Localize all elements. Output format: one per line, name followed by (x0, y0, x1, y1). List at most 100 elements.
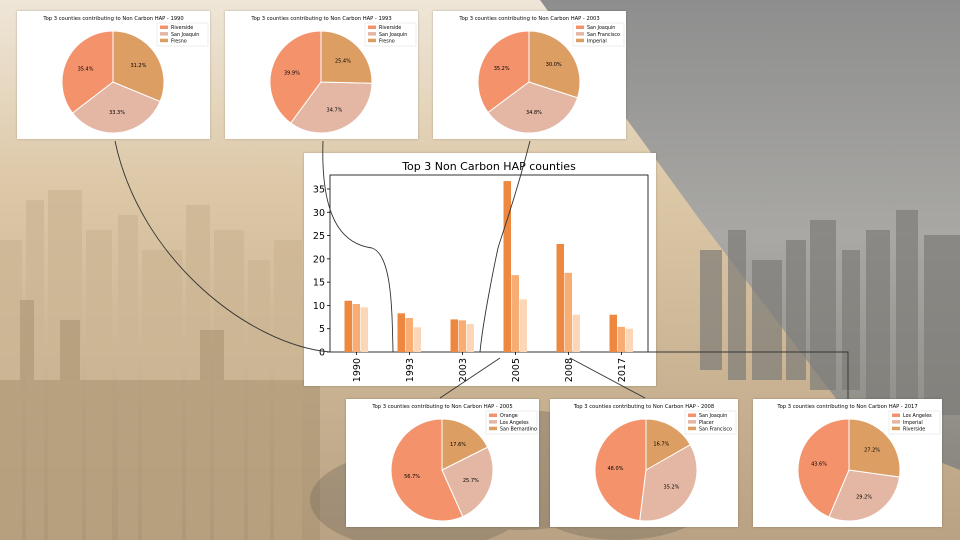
legend-swatch (688, 426, 696, 431)
pie-slice-2005-1 (390, 418, 464, 522)
pie-chart-2005: Top 3 counties contributing to Non Carbo… (371, 404, 538, 522)
pie-legend-box (364, 22, 417, 47)
legend-swatch (489, 413, 497, 417)
legend-swatch (576, 32, 584, 36)
legend-label: San Joaquin (699, 413, 727, 419)
legend-label: San Francisco (699, 426, 732, 432)
pie-value-label: 29.2% (856, 494, 872, 500)
pie-value-label: 27.2% (864, 448, 880, 454)
bar-chart: Top 3 Non Carbon HAP counties 0 5 10 15 20 25 3… (313, 160, 649, 382)
pie-slice-2008-3 (645, 418, 691, 471)
pie-chart-2008: Top 3 counties contributing to Non Carbo… (573, 404, 737, 522)
legend-swatch (489, 420, 497, 424)
pie-value-label: 33.3% (109, 110, 125, 116)
pie-slice-2005-2 (441, 446, 494, 518)
bar-1993-s1 (397, 313, 405, 352)
pie-slice-1990-1 (61, 30, 114, 114)
pie-value-label: 25.7% (463, 478, 479, 484)
bar-1990-s3 (360, 307, 368, 352)
bar-2017-s3 (625, 328, 633, 352)
bar-2008-s1 (556, 243, 564, 352)
x-tick-label: 1993 (405, 358, 416, 382)
pie-slice-2008-2 (639, 443, 698, 522)
bar-2005-s2 (511, 275, 519, 352)
legend-swatch (892, 413, 900, 417)
bar-1993-s2 (405, 317, 413, 352)
legend-label: San Joaquin (379, 32, 407, 38)
pie-title-2017: Top 3 counties contributing to Non Carbo… (776, 404, 917, 410)
pie-legend-box (156, 22, 209, 47)
legend-label: Fresno (171, 38, 187, 44)
y-tick-label: 35 (313, 184, 325, 195)
legend-swatch (688, 413, 696, 417)
legend-label: Riverside (903, 426, 925, 432)
plot-frame (329, 174, 649, 353)
legend-swatch (688, 420, 696, 424)
legend-label: San Bernardino (500, 426, 537, 432)
pie-legend-box (485, 410, 538, 435)
legend-label: San Joaquin (171, 32, 199, 38)
pie-card-1990: Top 3 counties contributing to Non Carbo… (17, 11, 210, 139)
legend-swatch (892, 426, 900, 431)
pie-card-2008: Top 3 counties contributing to Non Carbo… (550, 399, 738, 527)
pie-slice-1993-3 (320, 30, 373, 84)
pie-slice-2017-3 (848, 418, 901, 478)
legend-label: Riverside (379, 25, 401, 31)
pie-slice-1990-3 (112, 30, 165, 103)
y-tick-label: 25 (313, 231, 325, 242)
pie-value-label: 17.6% (450, 442, 466, 448)
pie-slice-1993-1 (269, 30, 322, 124)
pie-slice-2008-1 (594, 418, 647, 522)
legend-swatch (368, 38, 376, 43)
pie-value-label: 56.7% (404, 474, 420, 480)
pie-slice-2017-1 (797, 418, 850, 518)
y-tick-label: 0 (319, 348, 325, 359)
legend-swatch (489, 426, 497, 431)
legend-label: San Francisco (587, 32, 620, 38)
legend-label: Orange (500, 413, 518, 419)
pie-value-label: 39.9% (284, 70, 300, 76)
bar-1990-s1 (344, 300, 352, 352)
legend-label: San Joaquin (587, 25, 615, 31)
legend-label: Los Angeles (500, 420, 529, 426)
legend-swatch (892, 420, 900, 424)
x-tick-label: 1990 (352, 358, 363, 382)
pie-card-1993: Top 3 counties contributing to Non Carbo… (225, 11, 418, 139)
pie-value-label: 30.0% (546, 62, 562, 68)
pie-chart-1993: Top 3 counties contributing to Non Carbo… (250, 16, 417, 134)
pie-value-label: 25.4% (335, 58, 351, 64)
y-tick-label: 30 (313, 208, 325, 219)
legend-label: Fresno (379, 38, 395, 44)
pie-slice-2003-1 (477, 30, 530, 114)
bar-chart-card: Top 3 Non Carbon HAP counties 0 5 10 15 20 25 3… (304, 153, 656, 386)
pie-slice-2005-3 (441, 418, 489, 471)
bar-2008-s2 (564, 272, 572, 352)
pie-value-label: 35.4% (78, 66, 94, 72)
legend-swatch (160, 38, 168, 43)
pie-value-label: 35.2% (664, 485, 680, 491)
legend-label: Placer (699, 420, 714, 426)
y-tick-label: 5 (319, 324, 325, 335)
pie-title-2003: Top 3 counties contributing to Non Carbo… (458, 16, 599, 22)
pie-card-2005: Top 3 counties contributing to Non Carbo… (346, 399, 539, 527)
legend-label: Los Angeles (903, 413, 932, 419)
pie-title-1993: Top 3 counties contributing to Non Carbo… (250, 16, 391, 22)
pie-slice-2017-2 (828, 469, 901, 522)
pie-chart-2003: Top 3 counties contributing to Non Carbo… (458, 16, 625, 134)
bar-2003-s1 (450, 319, 458, 352)
bar-2005-s1 (503, 181, 511, 352)
y-tick-label: 15 (313, 278, 325, 289)
legend-label: Imperial (587, 38, 607, 44)
x-tick-label: 2017 (617, 358, 628, 382)
legend-swatch (368, 25, 376, 29)
pie-value-label: 34.8% (526, 110, 542, 116)
legend-label: Riverside (171, 25, 193, 31)
legend-label: Imperial (903, 420, 923, 426)
pie-slice-1993-2 (290, 81, 373, 134)
x-tick-label: 2008 (564, 358, 575, 382)
pie-slice-2003-2 (487, 81, 579, 134)
pie-card-2017: Top 3 counties contributing to Non Carbo… (753, 399, 942, 527)
pie-value-label: 16.7% (653, 441, 669, 447)
bar-2003-s3 (466, 324, 474, 352)
bar-2017-s2 (617, 326, 625, 352)
